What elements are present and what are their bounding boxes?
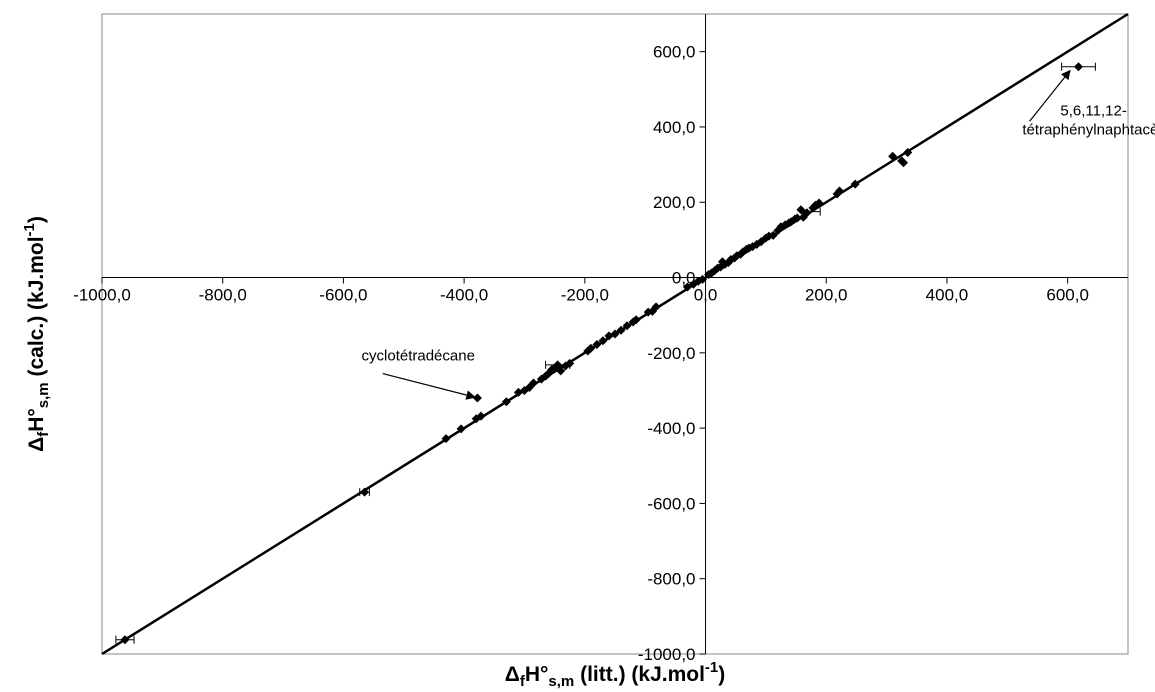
data-point xyxy=(598,336,608,346)
x-tick-label: -800,0 xyxy=(199,286,247,305)
data-point xyxy=(802,208,812,218)
y-axis-title-h: H° xyxy=(25,408,48,432)
annotation-arrow xyxy=(1029,69,1071,122)
x-axis-title-h: H° xyxy=(525,663,549,686)
x-axis-title: ΔfH°s,m (litt.) (kJ.mol-1) xyxy=(505,659,726,690)
annotation-arrow xyxy=(382,372,476,400)
data-point xyxy=(814,198,824,208)
x-tick-label: -200,0 xyxy=(561,286,609,305)
data-point xyxy=(792,213,802,223)
tick-labels: -1000,0 -800,0 -600,0 -400,0 -200,0 0,0 200,0 4… xyxy=(73,43,1089,664)
data-point xyxy=(610,329,620,339)
x-axis-title-sm: s,m xyxy=(548,673,574,690)
y-axis-title-exp: -1 xyxy=(21,223,38,236)
x-axis-title-delta: Δ xyxy=(505,663,520,686)
y-tick-label: -200,0 xyxy=(647,344,695,363)
data-point xyxy=(631,315,641,325)
annotation-label-line: cyclotétradécane xyxy=(362,347,475,364)
data-points xyxy=(120,62,1084,645)
y-tick-label: -600,0 xyxy=(647,494,695,513)
annotation-label-line: tétraphénylnaphtacène xyxy=(1022,122,1155,139)
annotation-label: cyclotétradécane xyxy=(362,347,475,364)
x-tick-label: -600,0 xyxy=(319,286,367,305)
data-point xyxy=(120,635,130,645)
data-point xyxy=(888,151,898,161)
x-tick-label: 600,0 xyxy=(1046,286,1089,305)
data-point xyxy=(501,397,511,407)
y-tick-label: -400,0 xyxy=(647,419,695,438)
y-tick-label: -800,0 xyxy=(647,570,695,589)
data-point xyxy=(553,360,563,370)
x-axis-title-close: ) xyxy=(718,663,725,686)
annotations: cyclotétradécane 5,6,11,12- tétraphénylnap… xyxy=(362,69,1155,400)
y-tick-label: 0,0 xyxy=(672,269,696,288)
data-point xyxy=(529,378,539,388)
y-axis-title-delta: Δ xyxy=(25,437,48,452)
data-point xyxy=(651,302,661,312)
x-tick-label: 0,0 xyxy=(694,286,718,305)
data-point xyxy=(622,321,632,331)
data-point xyxy=(476,411,486,421)
annotation-label: 5,6,11,12- tétraphénylnaphtacène xyxy=(1022,103,1155,139)
x-tick-label: 200,0 xyxy=(805,286,848,305)
data-point xyxy=(586,343,596,353)
data-point xyxy=(456,424,466,434)
y-tick-label: 600,0 xyxy=(653,43,696,62)
x-axis-title-f: f xyxy=(520,673,526,690)
data-point xyxy=(835,186,845,196)
data-point xyxy=(360,487,370,497)
data-point xyxy=(796,205,806,215)
y-axis-title-sm: s,m xyxy=(35,382,52,408)
data-point xyxy=(592,340,602,350)
data-point xyxy=(898,158,908,168)
y-axis-title-f: f xyxy=(35,431,52,437)
y-tick-label: 400,0 xyxy=(653,118,696,137)
x-tick-label: -1000,0 xyxy=(73,286,131,305)
data-point xyxy=(565,358,575,368)
annotation-label-line: 5,6,11,12- xyxy=(1060,103,1126,120)
axes xyxy=(102,14,1128,654)
data-point xyxy=(903,148,913,158)
x-tick-label: 400,0 xyxy=(926,286,969,305)
data-point xyxy=(850,179,860,189)
y-tick-label: 200,0 xyxy=(653,193,696,212)
data-point xyxy=(1074,62,1084,72)
y-tick-label: -1000,0 xyxy=(638,645,696,664)
data-point xyxy=(441,434,451,444)
data-point xyxy=(698,274,708,284)
y-axis-title: ΔfH°s,m (calc.) (kJ.mol-1) xyxy=(21,216,52,452)
x-axis-title-rest: (litt.) (kJ.mol xyxy=(574,663,705,686)
y-axis-title-rest: (calc.) (kJ.mol xyxy=(25,236,48,382)
y-axis-title-close: ) xyxy=(25,216,48,223)
data-point xyxy=(616,325,626,335)
x-tick-label: -400,0 xyxy=(440,286,488,305)
data-point xyxy=(556,366,566,376)
x-axis-title-exp: -1 xyxy=(705,659,718,676)
data-point xyxy=(768,230,778,240)
